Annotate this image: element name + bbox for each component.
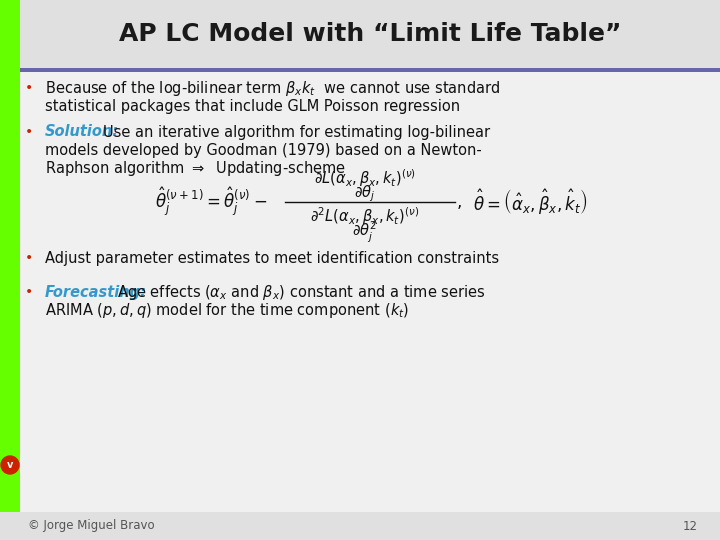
Text: models developed by Goodman (1979) based on a Newton-: models developed by Goodman (1979) based… [45,143,482,158]
Text: statistical packages that include GLM Poisson regression: statistical packages that include GLM Po… [45,98,460,113]
Text: 12: 12 [683,519,698,532]
Bar [0,0,20,512]
Text: Age effects ($\alpha_x$ and $\beta_x$) constant and a time series: Age effects ($\alpha_x$ and $\beta_x$) c… [117,282,485,301]
Circle shape [1,456,19,474]
Bar [0,0,720,68]
Bar [0,512,720,540]
Text: Because of the log-bilinear term $\beta_x k_t$  we cannot use standard: Because of the log-bilinear term $\beta_… [45,78,500,98]
Text: ARIMA $(p,d,q)$ model for the time component ($k_t$): ARIMA $(p,d,q)$ model for the time compo… [45,300,410,320]
Bar [20,68,720,72]
Text: Forecasting:: Forecasting: [45,285,147,300]
Text: Solution:: Solution: [45,125,119,139]
Text: $\partial L(\alpha_x, \beta_x, k_t)^{(\nu)}$: $\partial L(\alpha_x, \beta_x, k_t)^{(\n… [314,167,416,189]
Text: AP LC Model with “Limit Life Table”: AP LC Model with “Limit Life Table” [119,22,621,46]
Text: •: • [25,125,33,139]
Text: © Jorge Miguel Bravo: © Jorge Miguel Bravo [28,519,155,532]
Text: $\partial \theta_j$: $\partial \theta_j$ [354,184,376,204]
Text: $\hat{\theta} = \left(\hat{\alpha}_x, \hat{\beta}_x, \hat{k}_t\right)$: $\hat{\theta} = \left(\hat{\alpha}_x, \h… [472,187,588,217]
Text: v: v [6,460,13,470]
Text: ,: , [457,193,462,211]
Text: •: • [25,285,33,299]
Text: Adjust parameter estimates to meet identification constraints: Adjust parameter estimates to meet ident… [45,251,499,266]
Text: •: • [25,81,33,95]
Text: •: • [25,251,33,265]
Text: Raphson algorithm $\Rightarrow$  Updating-scheme: Raphson algorithm $\Rightarrow$ Updating… [45,159,346,178]
Text: $\hat{\theta}_j^{(\nu+1)} = \hat{\theta}_j^{(\nu)} -$: $\hat{\theta}_j^{(\nu+1)} = \hat{\theta}… [155,186,267,218]
Text: Use an iterative algorithm for estimating log-bilinear: Use an iterative algorithm for estimatin… [103,125,490,139]
Text: $\partial^2 L(\alpha_x, \beta_x, k_t)^{(\nu)}$: $\partial^2 L(\alpha_x, \beta_x, k_t)^{(… [310,205,420,227]
Text: $\partial \theta_j^2$: $\partial \theta_j^2$ [353,219,377,245]
